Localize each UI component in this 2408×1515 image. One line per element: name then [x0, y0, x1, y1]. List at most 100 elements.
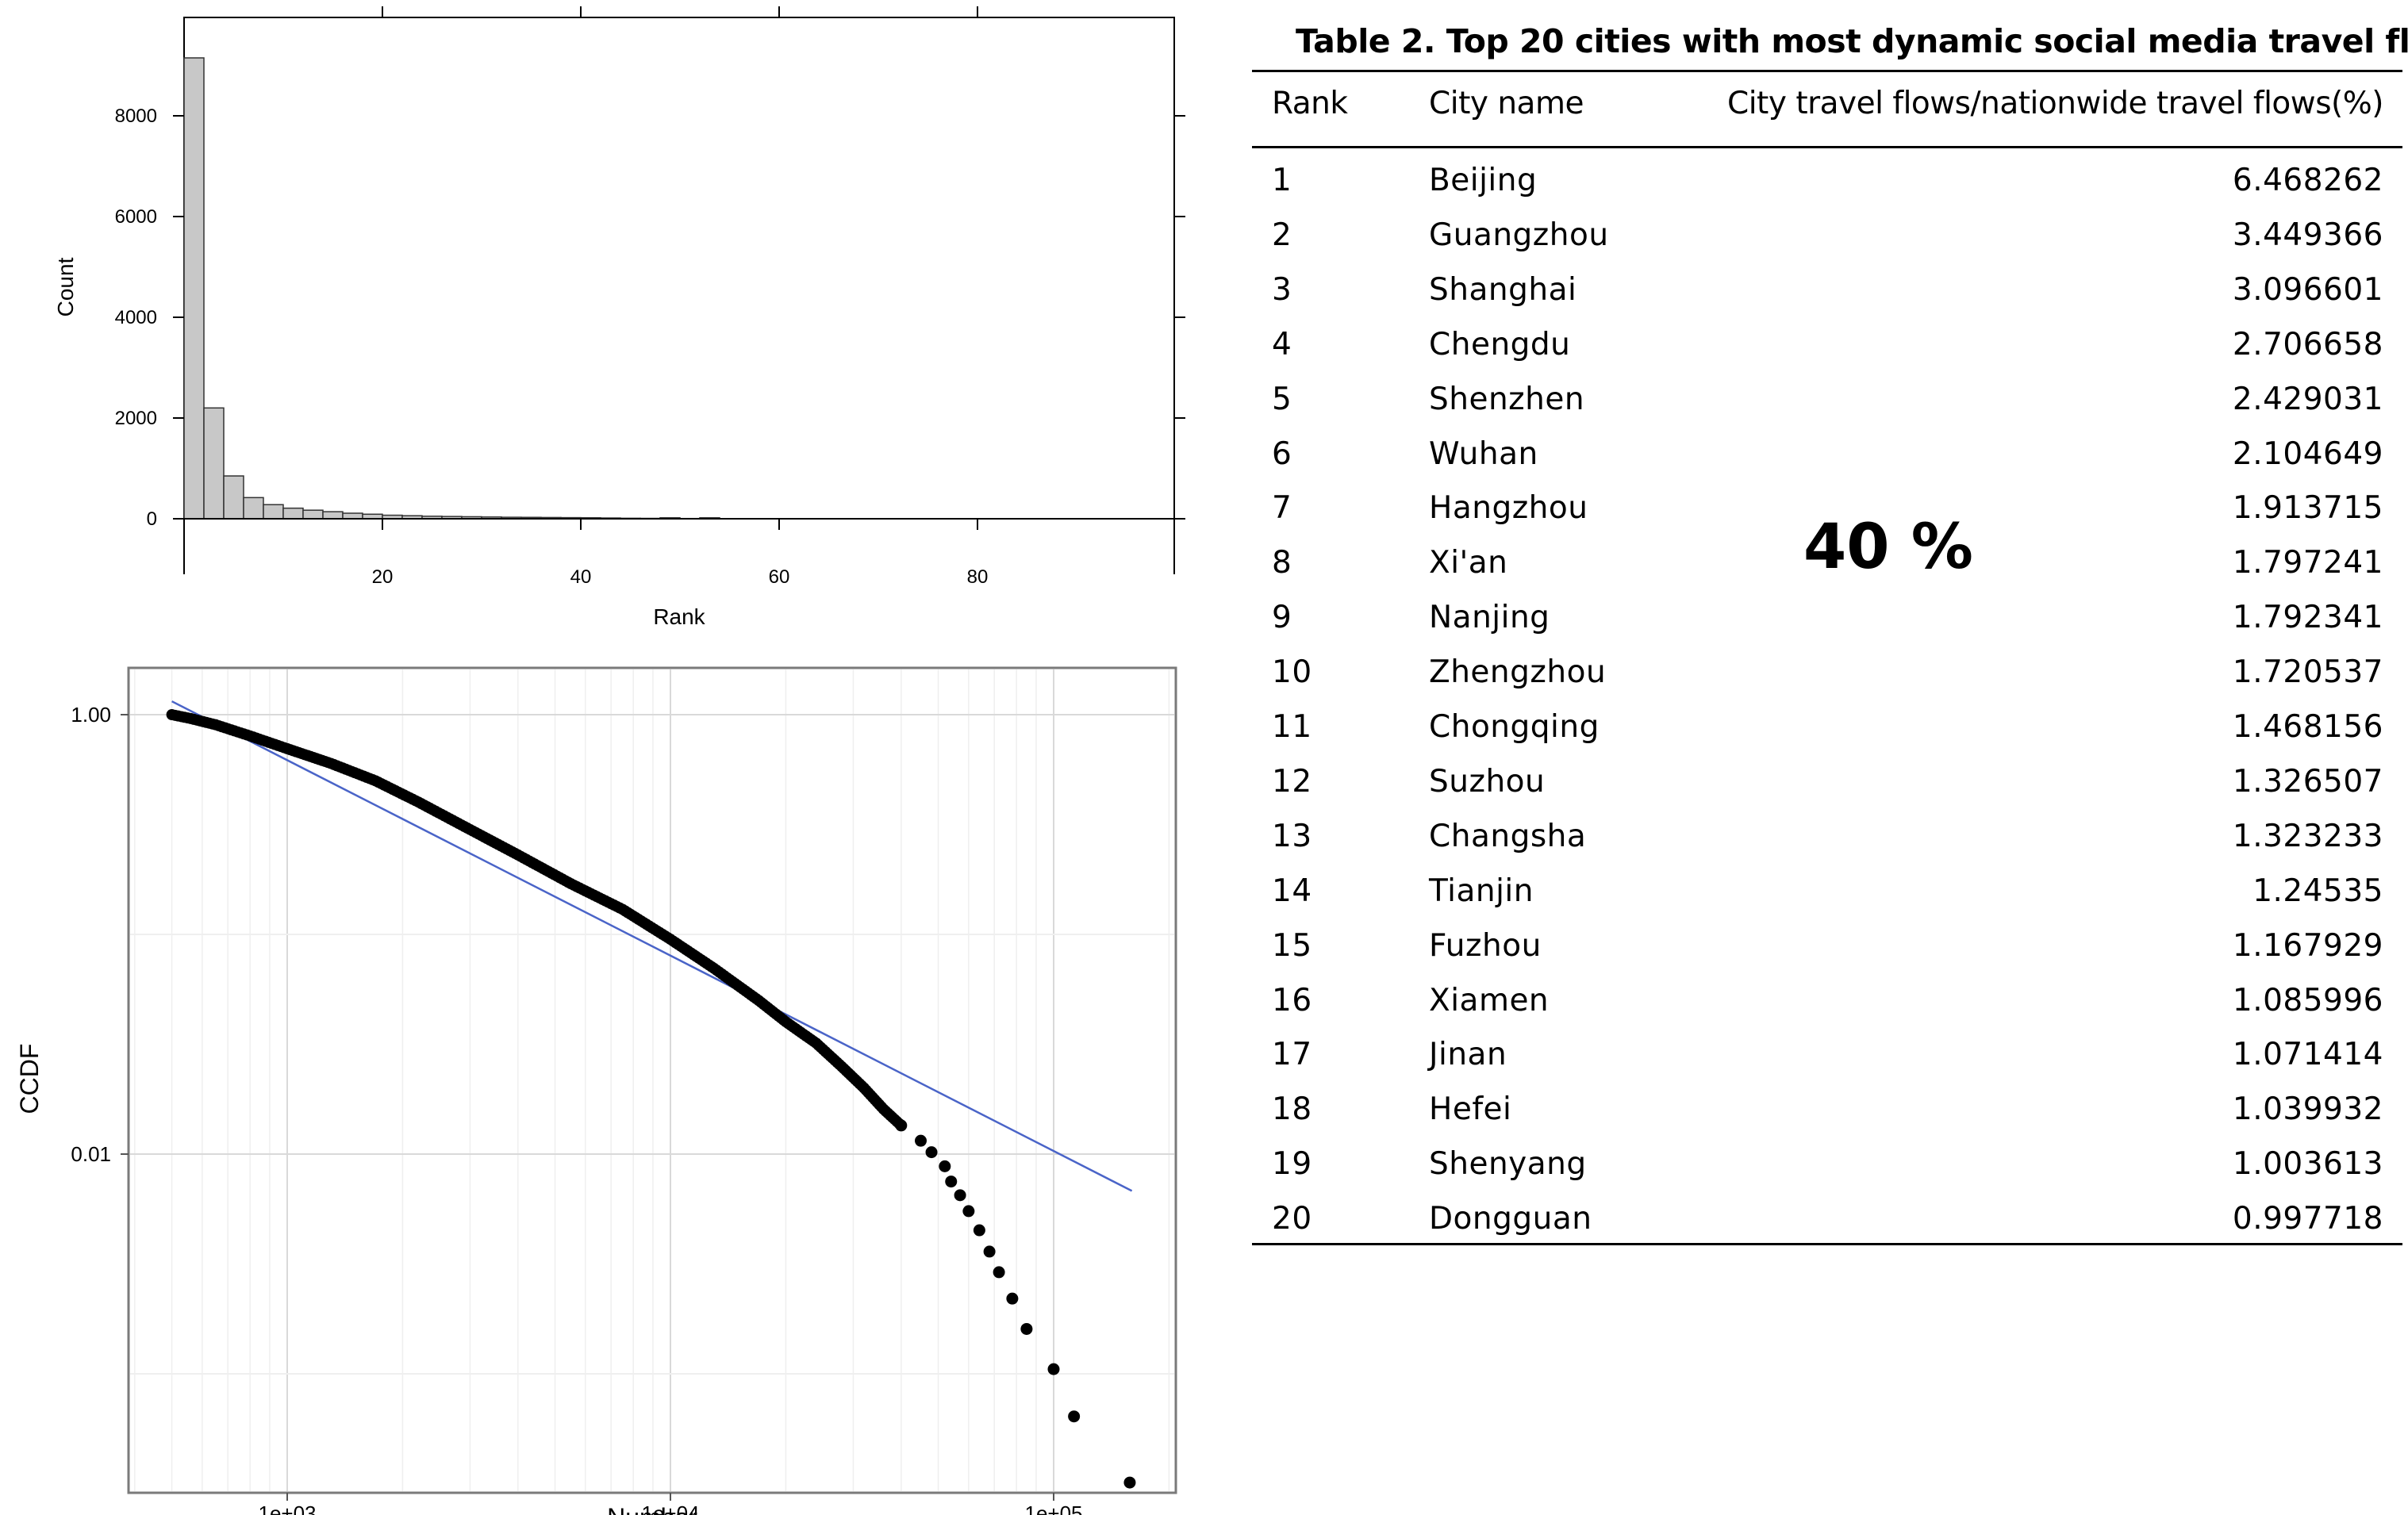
rank-cell: 8	[1272, 545, 1292, 581]
ccdf-point	[954, 1189, 966, 1202]
hist-bars	[183, 57, 780, 520]
table-row: 15 Fuzhou 1.167929	[1252, 928, 2402, 983]
column-header-city: City name	[1429, 86, 1584, 121]
share-cell: 6.468262	[2232, 163, 2383, 198]
city-cell: Zhengzhou	[1429, 654, 1607, 691]
city-cell: Fuzhou	[1429, 927, 1542, 964]
hist-axes: 0 2000 4000 6000 8000 20 40 60 80	[115, 6, 1185, 588]
rank-cell: 9	[1272, 600, 1292, 636]
rank-cell: 19	[1272, 1146, 1312, 1183]
share-cell: 1.797241	[2232, 545, 2383, 581]
share-cell: 1.792341	[2232, 600, 2383, 636]
ccdf-point	[915, 1134, 927, 1147]
share-cell: 1.039932	[2232, 1091, 2383, 1128]
hist-x-axis-label: Rank	[653, 604, 705, 629]
share-cell: 2.104649	[2232, 435, 2383, 472]
rank-cell: 4	[1272, 326, 1292, 362]
city-cell: Nanjing	[1429, 600, 1550, 636]
city-cell: Changsha	[1429, 818, 1587, 854]
table-top-rule	[1252, 70, 2402, 72]
city-cell: Hangzhou	[1429, 490, 1588, 527]
share-annotation: 40 %	[1803, 512, 1973, 583]
share-cell: 1.323233	[2232, 818, 2383, 854]
ccdf-point	[993, 1266, 1005, 1279]
rank-cell: 12	[1272, 763, 1312, 800]
ccdf-point	[925, 1146, 938, 1159]
share-cell: 1.071414	[2232, 1037, 2383, 1073]
rank-cell: 5	[1272, 381, 1292, 417]
rank-histogram: 0 2000 4000 6000 8000 20 40 60 80 Rank Count	[53, 6, 1185, 629]
share-cell: 1.24535	[2252, 873, 2383, 909]
share-cell: 0.997718	[2232, 1201, 2383, 1237]
rank-cell: 20	[1272, 1201, 1312, 1237]
rank-cell: 16	[1272, 982, 1312, 1018]
city-cell: Tianjin	[1429, 873, 1534, 909]
rank-cell: 1	[1272, 163, 1292, 198]
ccdf-panel-bg	[127, 666, 1177, 1494]
share-cell: 1.085996	[2232, 982, 2383, 1018]
rank-cell: 18	[1272, 1091, 1312, 1128]
share-cell: 1.720537	[2232, 654, 2383, 691]
table-row: 3 Shanghai 3.096601	[1252, 272, 2402, 327]
rank-cell: 7	[1272, 490, 1292, 527]
table-title: Table 2. Top 20 cities with most dynamic…	[1296, 22, 2408, 60]
ccdf-point	[1047, 1363, 1060, 1375]
ccdf-point	[1006, 1292, 1019, 1305]
table-row: 9 Nanjing 1.792341	[1252, 600, 2402, 654]
city-cell: Chongqing	[1429, 709, 1600, 745]
city-cell: Dongguan	[1429, 1201, 1592, 1237]
hist-bar	[282, 507, 304, 520]
rank-cell: 10	[1272, 654, 1312, 691]
ccdf-point	[983, 1245, 996, 1258]
table-row: 2 Guangzhou 3.449366	[1252, 217, 2402, 272]
ccdf-point	[1068, 1410, 1081, 1423]
share-cell: 2.706658	[2232, 326, 2383, 362]
table-bottom-rule	[1252, 1243, 2402, 1245]
hist-bar	[243, 497, 264, 520]
table-row: 14 Tianjin 1.24535	[1252, 873, 2402, 928]
table-row: 7 Hangzhou 1.913715	[1252, 490, 2402, 545]
table-row: 18 Hefei 1.039932	[1252, 1091, 2402, 1146]
city-cell: Jinan	[1429, 1037, 1507, 1073]
table-row: 19 Shenyang 1.003613	[1252, 1146, 2402, 1201]
column-header-share: City travel flows/nationwide travel flow…	[1726, 86, 2384, 121]
ccdf-x-tick-label: 1e+04	[641, 1502, 699, 1515]
table-row: 17 Jinan 1.071414	[1252, 1037, 2402, 1091]
hist-bar	[342, 512, 363, 520]
city-cell: Chengdu	[1429, 326, 1571, 362]
table-row: 4 Chengdu 2.706658	[1252, 327, 2402, 382]
ccdf-x-tick-label: 1e+03	[258, 1502, 316, 1515]
city-cell: Wuhan	[1429, 435, 1538, 472]
ccdf-y-tick-label: 1.00	[71, 703, 111, 727]
rank-cell: 17	[1272, 1037, 1312, 1073]
ccdf-x-tick-label: 1e+05	[1024, 1502, 1082, 1515]
city-cell: Xiamen	[1429, 982, 1550, 1018]
hist-bar	[263, 504, 284, 520]
share-cell: 1.913715	[2232, 490, 2383, 527]
ccdf-axes: 1e+03 1e+04 1e+05 0.01 1.00	[71, 703, 1082, 1515]
hist-y-tick-label: 8000	[115, 105, 157, 127]
ccdf-x-axis-label: Number	[607, 1503, 697, 1515]
table-row: 10 Zhengzhou 1.720537	[1252, 654, 2402, 709]
ccdf-y-tick-label: 0.01	[71, 1142, 111, 1166]
hist-x-tick-label: 20	[372, 566, 394, 588]
hist-frame	[183, 17, 1175, 520]
table-row: 16 Xiamen 1.085996	[1252, 983, 2402, 1037]
ccdf-point	[1020, 1322, 1033, 1335]
city-cell: Suzhou	[1429, 763, 1546, 800]
city-cell: Guangzhou	[1429, 217, 1609, 253]
table-row: 5 Shenzhen 2.429031	[1252, 382, 2402, 436]
ccdf-point	[939, 1160, 951, 1172]
ccdf-fit-line	[171, 700, 1133, 1192]
table-row: 8 Xi'an 1.797241	[1252, 545, 2402, 600]
hist-bar	[183, 57, 205, 520]
hist-y-tick-label: 4000	[115, 307, 157, 328]
rank-cell: 6	[1272, 435, 1292, 472]
rank-cell: 3	[1272, 271, 1292, 308]
share-cell: 1.326507	[2232, 763, 2383, 800]
hist-y-axis-label: Count	[53, 257, 78, 316]
table-header-rule	[1252, 146, 2402, 148]
table-row: 12 Suzhou 1.326507	[1252, 764, 2402, 819]
ccdf-point	[895, 1119, 908, 1132]
hist-bar	[302, 509, 324, 520]
